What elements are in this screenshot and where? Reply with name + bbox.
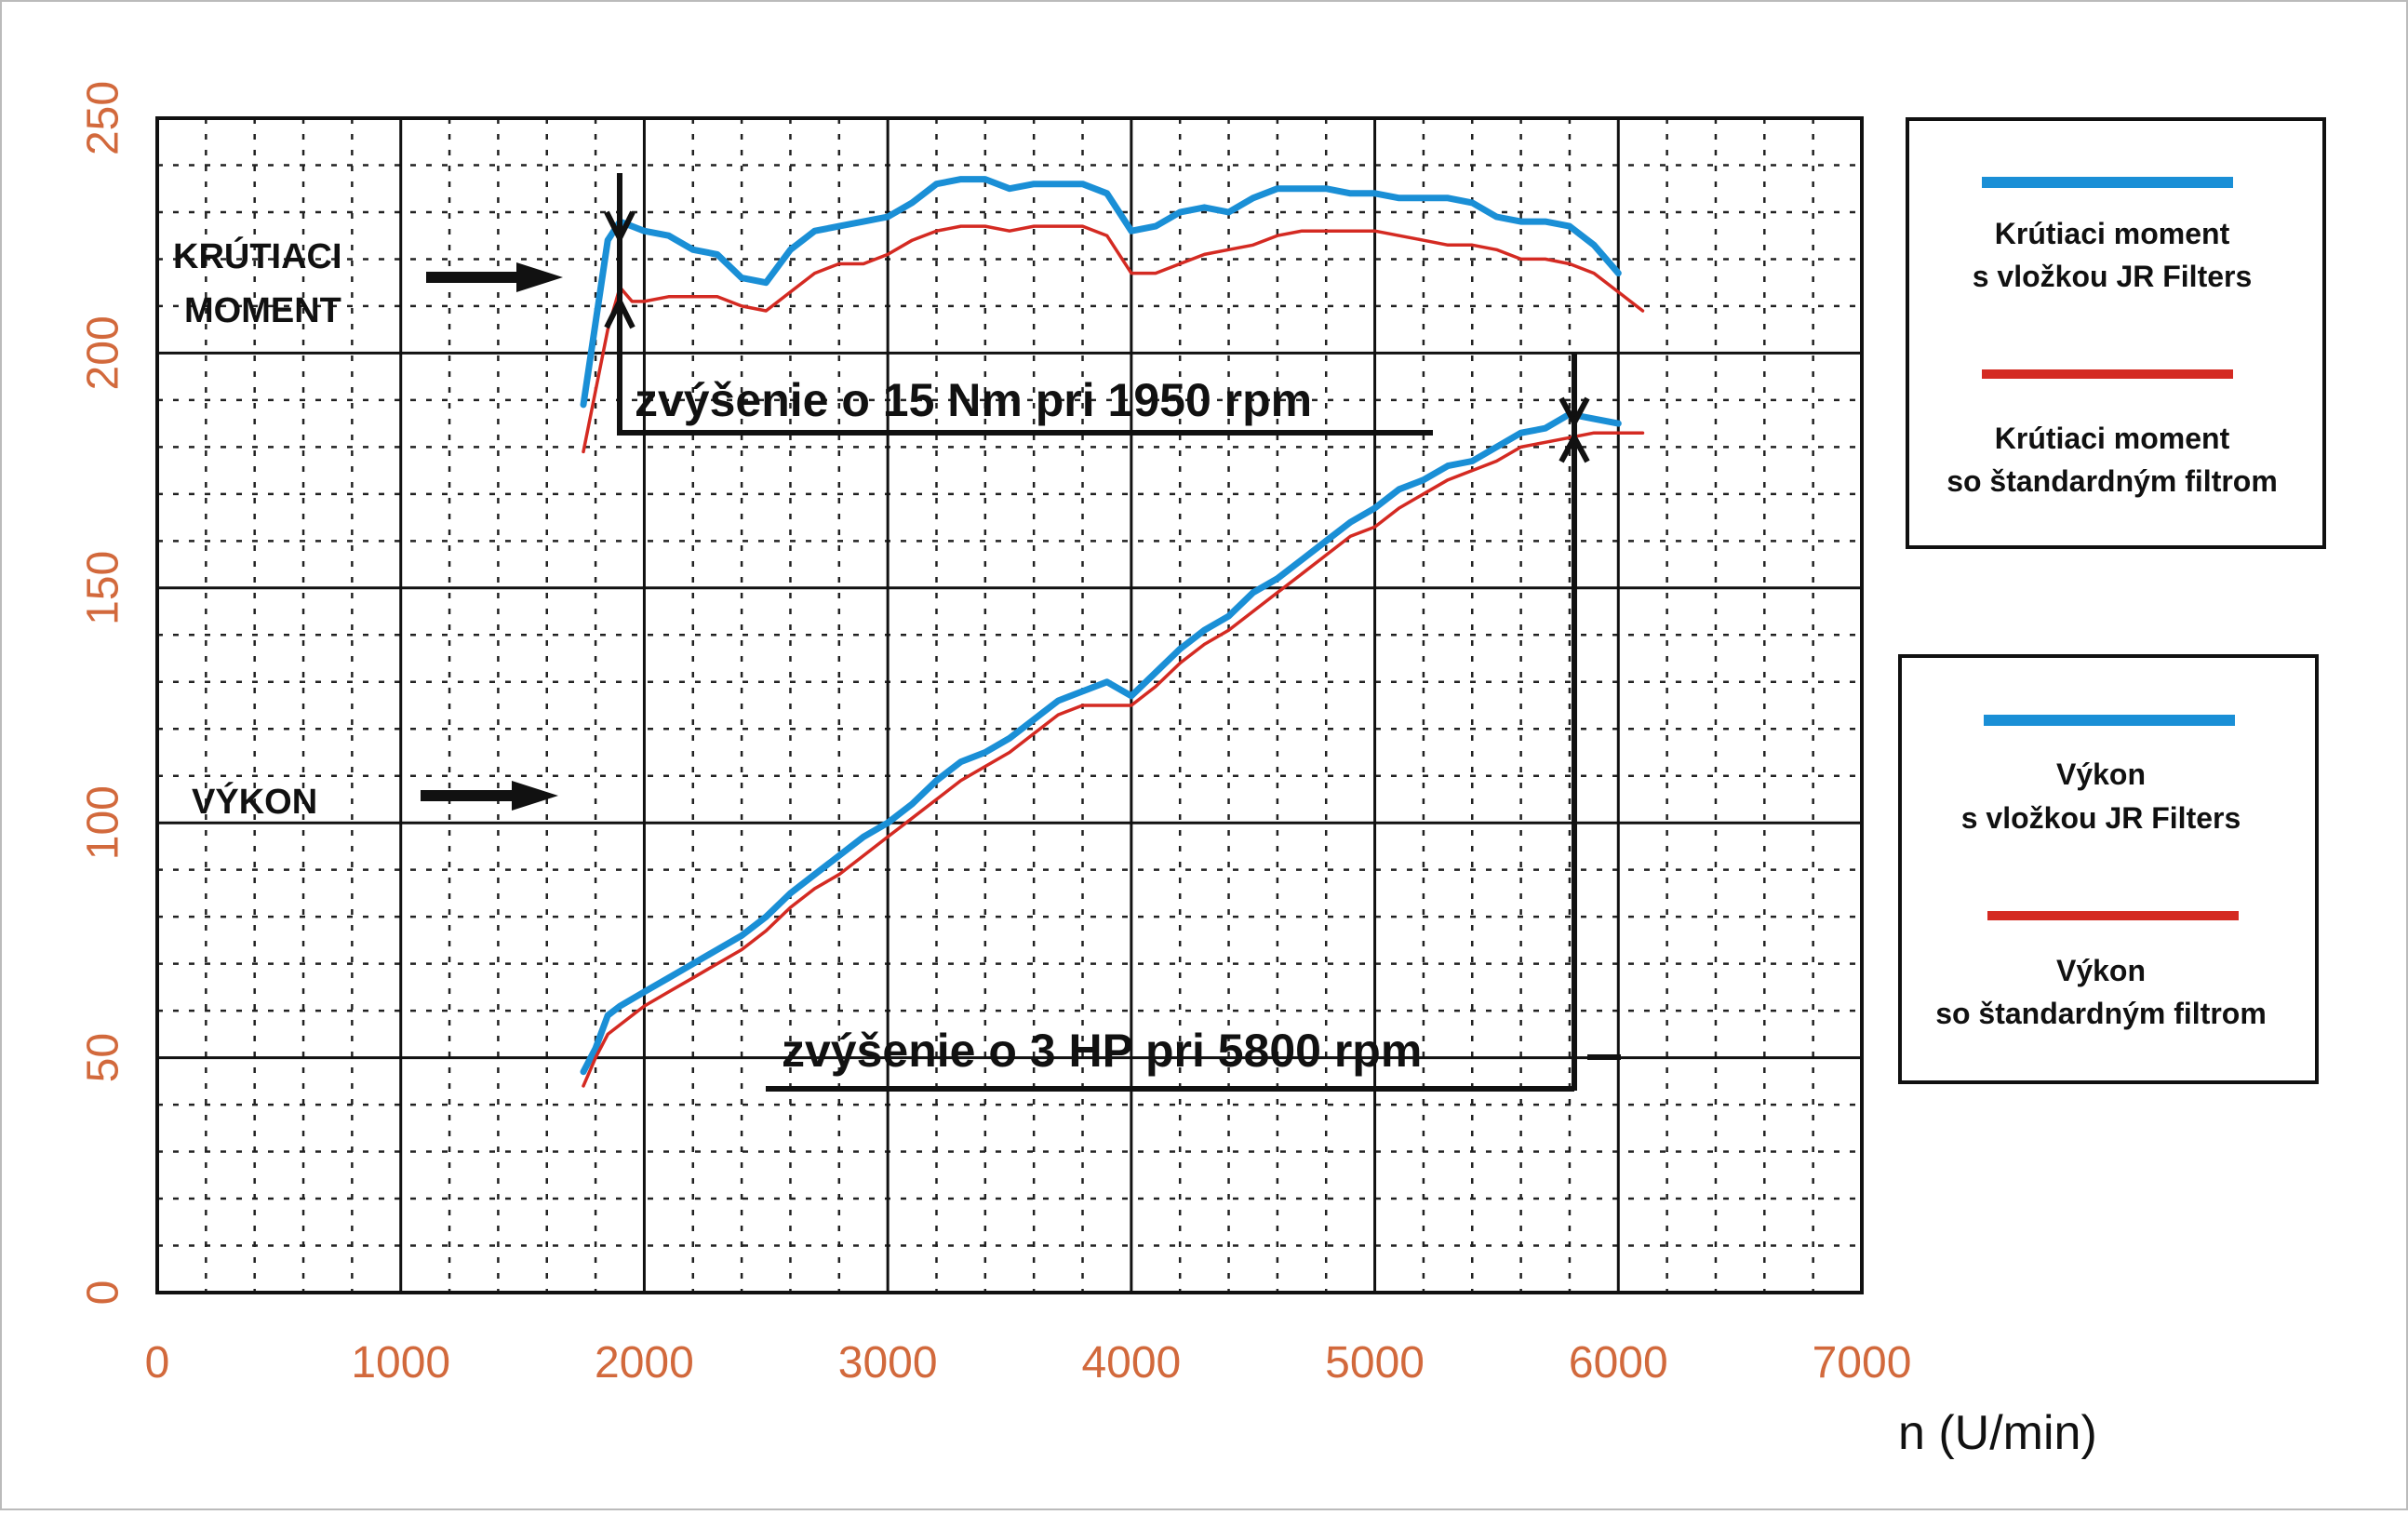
torque-side-label-1: KRÚTIACI xyxy=(173,235,342,276)
y-tick-label: 100 xyxy=(79,785,128,860)
y-tick-label: 0 xyxy=(79,1280,128,1306)
minor-gridlines xyxy=(157,118,1862,1293)
legend-power-jr-line2: s vložkou JR Filters xyxy=(1961,801,2241,835)
plot-frame xyxy=(155,116,1864,1294)
x-tick-label: 6000 xyxy=(1569,1338,1668,1388)
x-tick-label: 2000 xyxy=(595,1338,694,1388)
legend-torque-std-line2: so štandardným filtrom xyxy=(1946,464,2278,498)
x-tick-label: 5000 xyxy=(1325,1338,1425,1388)
y-tick-label: 250 xyxy=(79,81,128,155)
power-side-label: VÝKON xyxy=(192,781,317,822)
series-line-2 xyxy=(580,410,1622,1076)
power-arrow xyxy=(421,781,558,811)
x-tick-label: 1000 xyxy=(351,1338,450,1388)
series-line-3 xyxy=(582,431,1645,1088)
legend-power-std-line2: so štandardným filtrom xyxy=(1935,997,2267,1030)
legend-power-std-line1: Výkon xyxy=(2056,954,2146,987)
legend-power: Výkon s vložkou JR Filters Výkon so štan… xyxy=(1898,654,2319,1084)
x-tick-label: 0 xyxy=(145,1338,170,1388)
x-axis-label: n (U/min) xyxy=(1898,1406,2097,1460)
series-line-1 xyxy=(582,224,1645,454)
legend-torque-std-line1: Krútiaci moment xyxy=(1995,422,2230,455)
torque-gain-label: zvýšenie o 15 Nm pri 1950 rpm xyxy=(635,374,1312,426)
legend-power-jr-line1: Výkon xyxy=(2056,758,2146,791)
x-tick-labels: 0 1000 2000 3000 4000 5000 6000 7000 xyxy=(145,1338,1912,1388)
legend-torque-jr-line1: Krútiaci moment xyxy=(1995,217,2230,250)
legend-torque: Krútiaci moment s vložkou JR Filters Krú… xyxy=(1906,117,2326,549)
torque-gain-marker xyxy=(604,173,1433,436)
major-gridlines xyxy=(157,118,1862,1293)
y-tick-labels: 0 50 100 150 200 250 xyxy=(79,81,128,1305)
y-tick-label: 200 xyxy=(79,315,128,390)
x-tick-label: 4000 xyxy=(1081,1338,1181,1388)
y-tick-label: 50 xyxy=(79,1033,128,1082)
x-tick-label: 3000 xyxy=(838,1338,938,1388)
y-tick-label: 150 xyxy=(79,551,128,625)
series-line-0 xyxy=(580,176,1622,409)
series-lines xyxy=(580,176,1645,1088)
power-gain-marker xyxy=(766,354,1621,1092)
torque-side-label-2: MOMENT xyxy=(184,291,341,330)
torque-arrow xyxy=(426,262,563,292)
power-gain-label: zvýšenie o 3 HP pri 5800 rpm xyxy=(782,1025,1422,1077)
x-tick-label: 7000 xyxy=(1813,1338,1912,1388)
legend-torque-jr-line2: s vložkou JR Filters xyxy=(1973,260,2253,293)
